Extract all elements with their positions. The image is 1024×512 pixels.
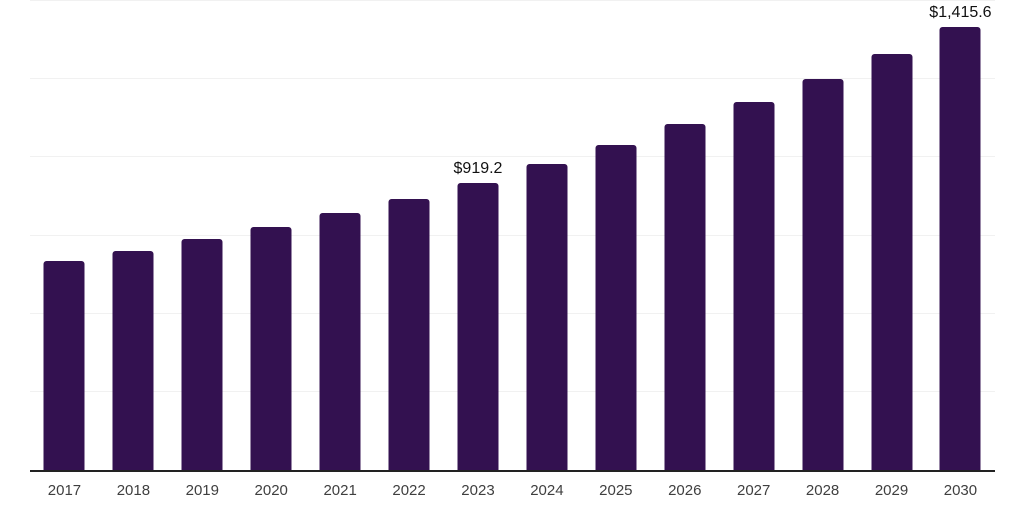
- bar-slot-2017: [30, 1, 99, 470]
- x-tick-2020: 2020: [254, 482, 288, 499]
- bar-2018: [112, 250, 154, 470]
- x-tick-2024: 2024: [530, 482, 564, 499]
- bars-container: $919.2 $1,415.6: [30, 1, 995, 470]
- gridline-1250: [30, 78, 995, 80]
- bar-2030: [939, 27, 981, 470]
- bar-slot-2020: [237, 1, 306, 470]
- bar-2026: [664, 124, 706, 470]
- x-tick-2028: 2028: [805, 482, 840, 499]
- bar-slot-2024: [512, 1, 581, 470]
- bar-2020: [250, 227, 292, 470]
- x-tick-2021: 2021: [323, 482, 357, 499]
- bar-2017: [43, 260, 85, 470]
- x-tick-2019: 2019: [185, 482, 219, 499]
- bar-slot-2026: [650, 1, 719, 470]
- x-tick-2029: 2029: [874, 482, 909, 499]
- bar-2023: [457, 182, 499, 470]
- x-tick-2018: 2018: [116, 482, 151, 499]
- bar-slot-2027: [719, 1, 788, 470]
- bar-slot-2022: [375, 1, 444, 470]
- bar-slot-2019: [168, 1, 237, 470]
- bar-2027: [733, 102, 775, 470]
- bar-2019: [181, 239, 223, 470]
- gridline-750: [30, 234, 995, 236]
- bar-2029: [871, 53, 913, 470]
- bar-slot-2030: $1,415.6: [926, 1, 995, 470]
- gridline-500: [30, 312, 995, 314]
- bar-slot-2023: $919.2: [444, 1, 513, 470]
- gridlines: [30, 0, 995, 470]
- data-label-2030: $1,415.6: [929, 4, 992, 22]
- x-tick-2022: 2022: [392, 482, 426, 499]
- gridline-1500: [30, 0, 995, 1]
- bar-slot-2021: [306, 1, 375, 470]
- data-label-2023: $919.2: [453, 159, 503, 177]
- x-tick-2027: 2027: [736, 482, 771, 499]
- bar-slot-2028: [788, 1, 857, 470]
- x-tick-2023: 2023: [461, 482, 495, 499]
- gridline-1000: [30, 156, 995, 158]
- gridline-250: [30, 390, 995, 392]
- bar-2025: [595, 144, 637, 470]
- bar-slot-2029: [857, 1, 926, 470]
- x-tick-2025: 2025: [599, 482, 633, 499]
- bar-2024: [526, 164, 568, 470]
- bar-2022: [388, 199, 430, 470]
- bar-slot-2025: [581, 1, 650, 470]
- bar-2028: [802, 78, 844, 470]
- plot-area: $919.2 $1,415.6: [30, 0, 995, 472]
- x-tick-2030: 2030: [943, 482, 978, 499]
- bar-2021: [319, 213, 361, 470]
- x-tick-2026: 2026: [668, 482, 702, 499]
- x-axis-labels: 2017 2018 2019 2020 2021 2022 2023 2024 2025 2026…: [30, 481, 995, 501]
- x-tick-2017: 2017: [47, 482, 82, 499]
- bar-slot-2018: [99, 1, 168, 470]
